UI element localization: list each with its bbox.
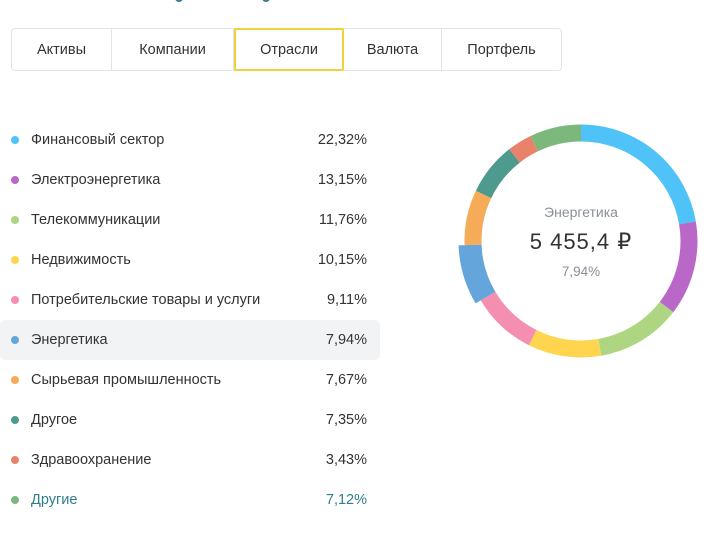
sector-row[interactable]: Электроэнергетика 13,15%	[0, 160, 380, 200]
sector-color-dot	[11, 336, 19, 344]
sector-percent: 7,35%	[325, 412, 367, 428]
sector-name: Другое	[31, 412, 78, 428]
sector-row[interactable]: Сырьевая промышленность 7,67%	[0, 360, 380, 400]
sector-row[interactable]: Недвижимость 10,15%	[0, 240, 380, 280]
donut-segment[interactable]	[458, 244, 496, 304]
donut-segment[interactable]	[530, 124, 582, 152]
sector-color-dot	[11, 416, 19, 424]
sector-row[interactable]: Энергетика 7,94%	[0, 320, 380, 360]
tab-portfolio[interactable]: Портфель	[467, 41, 536, 58]
sector-row[interactable]: Другие 7,12%	[0, 480, 380, 520]
header-remnant	[175, 0, 270, 2]
donut-segment[interactable]	[509, 135, 539, 163]
sector-color-dot	[11, 216, 19, 224]
sector-list: Финансовый сектор 22,32% Электроэнергетика…	[0, 120, 380, 520]
sector-name: Телекоммуникации	[31, 212, 161, 228]
sector-row[interactable]: Другое 7,35%	[0, 400, 380, 440]
tab-sectors[interactable]: Отрасли	[234, 28, 344, 71]
sector-percent: 13,15%	[317, 172, 367, 188]
sector-color-dot	[11, 496, 19, 504]
sector-percent: 9,11%	[326, 292, 367, 308]
donut-segment[interactable]	[528, 329, 602, 358]
sector-percent: 7,94%	[325, 332, 367, 348]
sector-name: Электроэнергетика	[31, 172, 161, 188]
sector-color-dot	[11, 296, 19, 304]
sector-color-dot	[11, 456, 19, 464]
donut-segment[interactable]	[475, 149, 520, 199]
sector-percent: 7,12%	[325, 492, 367, 508]
tab-companies[interactable]: Компании	[112, 29, 234, 70]
sector-percent: 3,43%	[325, 452, 367, 468]
tab-assets[interactable]: Активы	[12, 29, 112, 70]
sector-percent: 10,15%	[317, 252, 367, 268]
donut-segment[interactable]	[659, 221, 698, 313]
sector-color-dot	[11, 256, 19, 264]
sector-row[interactable]: Финансовый сектор 22,32%	[0, 120, 380, 160]
sector-name: Здравоохранение	[31, 452, 152, 468]
sector-name[interactable]: Другие	[31, 492, 78, 508]
donut-segment[interactable]	[597, 301, 674, 356]
sector-row[interactable]: Здравоохранение 3,43%	[0, 440, 380, 480]
donut-segment[interactable]	[580, 124, 696, 225]
sector-color-dot	[11, 176, 19, 184]
sector-name: Потребительские товары и услуги	[31, 292, 261, 308]
sector-percent: 7,67%	[325, 372, 367, 388]
sector-donut-chart	[458, 124, 698, 358]
sector-percent: 22,32%	[317, 132, 367, 148]
sector-name: Сырьевая промышленность	[31, 372, 222, 388]
sector-row[interactable]: Потребительские товары и услуги 9,11%	[0, 280, 380, 320]
sector-percent: 11,76%	[318, 212, 367, 228]
tab-currency[interactable]: Валюта	[344, 29, 442, 70]
donut-segment[interactable]	[464, 190, 492, 246]
sector-row[interactable]: Телекоммуникации 11,76%	[0, 200, 380, 240]
sector-color-dot	[11, 136, 19, 144]
sector-name: Энергетика	[31, 332, 108, 348]
category-tabs: Активы Компании Отрасли Валюта Портфель	[11, 28, 562, 71]
donut-segment[interactable]	[480, 291, 537, 346]
sector-name: Недвижимость	[31, 252, 131, 268]
sector-color-dot	[11, 376, 19, 384]
sector-name: Финансовый сектор	[31, 132, 165, 148]
